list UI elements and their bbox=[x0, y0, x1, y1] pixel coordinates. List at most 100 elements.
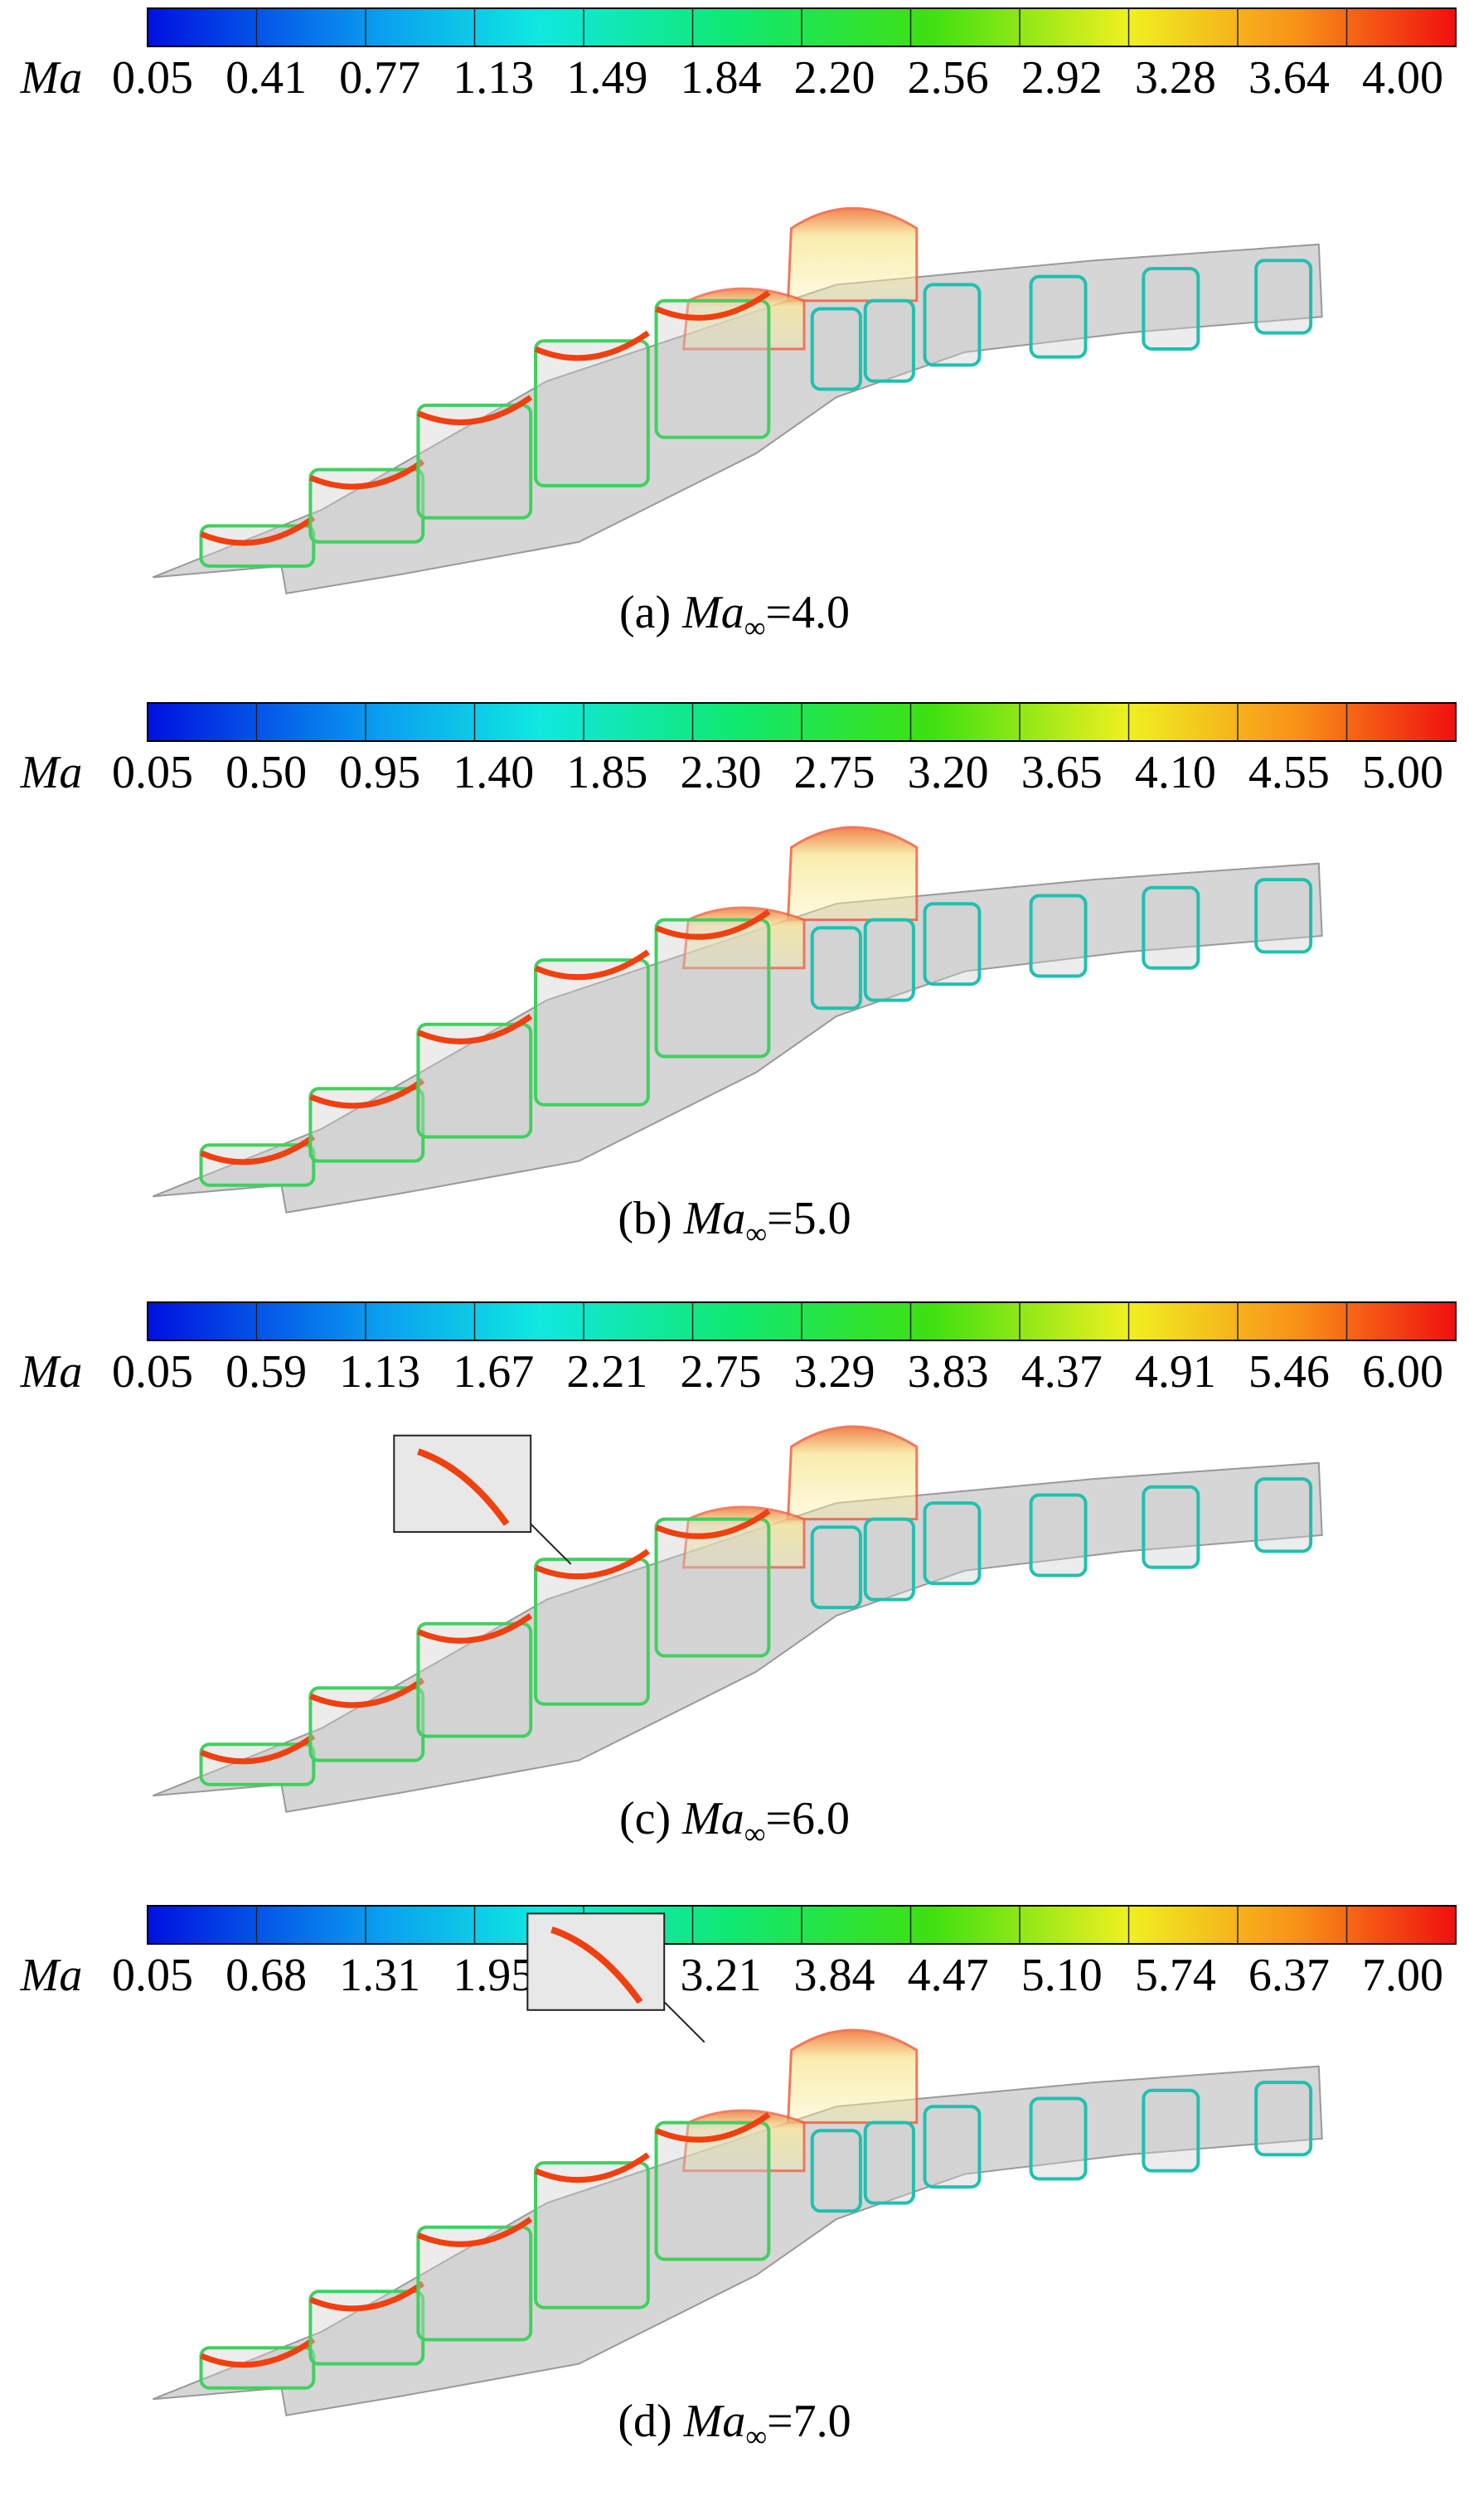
cross-section bbox=[416, 403, 533, 520]
shock-front bbox=[655, 909, 771, 940]
cross-section bbox=[923, 902, 982, 986]
caption: (b) Ma∞=5.0 bbox=[618, 1193, 851, 1250]
colorbar-tick-label: 0.05 bbox=[112, 52, 193, 104]
cross-section bbox=[199, 1742, 316, 1786]
cross-section bbox=[1254, 259, 1313, 335]
colorbar-label: Ma bbox=[20, 747, 83, 798]
shock-front bbox=[309, 2280, 425, 2312]
cross-section bbox=[654, 298, 771, 439]
shock-front bbox=[655, 2112, 771, 2143]
shock-front bbox=[200, 515, 316, 546]
shock-front bbox=[417, 1014, 533, 1044]
cross-section bbox=[1029, 274, 1088, 359]
colorbar-tick-label: 0.05 bbox=[112, 1346, 193, 1398]
caption-tag: (d) bbox=[618, 2396, 671, 2447]
plume bbox=[681, 287, 806, 351]
colorbar-label: Ma bbox=[20, 52, 83, 104]
panel: Ma 0.05 0.41 0.77 1.13 1.49 1.84 2.20 2.56 2.92 3.… bbox=[20, 7, 1457, 644]
colorbar-tick-label: 2.56 bbox=[908, 52, 989, 104]
cross-section bbox=[863, 1517, 915, 1602]
shock-front bbox=[417, 1613, 533, 1644]
cross-section bbox=[863, 918, 915, 1002]
caption: (a) Ma∞=4.0 bbox=[619, 587, 850, 644]
panel: Ma 0.05 0.59 1.13 1.67 2.21 2.75 3.29 3.83 4.37 4.… bbox=[20, 1301, 1457, 1850]
shock-front bbox=[309, 458, 425, 490]
cross-section bbox=[534, 1558, 650, 1706]
caption-value: =4.0 bbox=[765, 587, 850, 638]
cross-section bbox=[923, 2105, 982, 2189]
cross-section bbox=[416, 2225, 533, 2342]
cross-section bbox=[923, 1501, 982, 1586]
colorbar-tick-label: 3.83 bbox=[908, 1346, 989, 1398]
colorbar-tick-label: 0.50 bbox=[225, 747, 307, 798]
colorbar-label: Ma bbox=[20, 1950, 83, 2001]
colorbar-tick-label: 3.21 bbox=[680, 1950, 761, 2001]
shock-front bbox=[417, 2217, 533, 2247]
cross-section bbox=[863, 2120, 915, 2205]
cross-section bbox=[1254, 1477, 1313, 1553]
cross-section bbox=[810, 1525, 862, 1610]
cross-section bbox=[1029, 2096, 1088, 2181]
colorbar-label: Ma bbox=[20, 1346, 83, 1398]
shock-front bbox=[200, 1134, 316, 1166]
plume bbox=[787, 1425, 919, 1521]
colorbar-tick-label: 1.13 bbox=[339, 1346, 420, 1398]
colorbar-tick-label: 3.20 bbox=[908, 747, 989, 798]
caption-subscript: ∞ bbox=[745, 1217, 767, 1250]
cross-section bbox=[1029, 1493, 1088, 1577]
caption-tag: (c) bbox=[619, 1793, 671, 1844]
cross-section bbox=[863, 298, 915, 383]
shock-front bbox=[417, 395, 533, 425]
cross-section bbox=[1142, 1485, 1200, 1569]
cross-section bbox=[199, 524, 316, 568]
inset-shock bbox=[550, 1926, 643, 2004]
plume bbox=[681, 906, 806, 970]
shock-front bbox=[534, 1548, 650, 1580]
cross-section bbox=[654, 1517, 771, 1658]
plume bbox=[681, 1505, 806, 1569]
colorbar-tick-label: 4.10 bbox=[1135, 747, 1216, 798]
colorbar-tick-label: 5.10 bbox=[1021, 1950, 1103, 2001]
caption-symbol: Ma bbox=[683, 1193, 746, 1244]
inset-shock bbox=[417, 1448, 510, 1526]
caption-symbol: Ma bbox=[681, 587, 744, 638]
colorbar-tick-label: 1.49 bbox=[566, 52, 647, 104]
colorbar-tick-label: 0.05 bbox=[112, 1950, 193, 2001]
caption-symbol: Ma bbox=[683, 2396, 746, 2447]
colorbar-tick-label: 1.85 bbox=[566, 747, 647, 798]
cross-section bbox=[1029, 894, 1088, 978]
colorbar-tick-label: 4.37 bbox=[1021, 1346, 1103, 1398]
caption-symbol: Ma bbox=[681, 1793, 744, 1844]
cross-section bbox=[1254, 2081, 1313, 2157]
shock-front bbox=[309, 1078, 425, 1109]
cross-section bbox=[1254, 878, 1313, 954]
colorbar-tick-label: 6.37 bbox=[1248, 1950, 1330, 2001]
colorbar-tick-label: 2.20 bbox=[794, 52, 875, 104]
inset-leader bbox=[663, 2001, 705, 2043]
caption-tag: (a) bbox=[619, 587, 671, 638]
colorbar-tick-label: 4.91 bbox=[1135, 1346, 1216, 1398]
colorbar-tick-label: 0.59 bbox=[225, 1346, 307, 1398]
caption: (d) Ma∞=7.0 bbox=[618, 2396, 851, 2453]
colorbar-tick-label: 4.47 bbox=[908, 1950, 989, 2001]
colorbar-tick-label: 5.74 bbox=[1135, 1950, 1216, 2001]
caption-value: =5.0 bbox=[767, 1193, 851, 1244]
colorbar-tick-label: 2.75 bbox=[680, 1346, 761, 1398]
colorbar-tick-label: 0.95 bbox=[339, 747, 420, 798]
caption-subscript: ∞ bbox=[744, 1817, 766, 1850]
panel: Ma 0.05 0.50 0.95 1.40 1.85 2.30 2.75 3.20 3.65 4.… bbox=[20, 702, 1457, 1250]
colorbar-tick-label: 3.65 bbox=[1021, 747, 1103, 798]
cross-section bbox=[199, 1143, 316, 1187]
panel: Ma0.050.681.311.952.583.213.844.475.105.… bbox=[20, 1905, 1457, 2453]
shock-front bbox=[200, 1733, 316, 1765]
cross-section bbox=[1142, 2088, 1200, 2173]
cross-section bbox=[923, 283, 982, 367]
colorbar-tick-label: 0.05 bbox=[112, 747, 193, 798]
shock-front bbox=[655, 290, 771, 321]
shock-front bbox=[309, 1677, 425, 1708]
plume bbox=[787, 206, 919, 303]
colorbar-tick-label: 5.46 bbox=[1248, 1346, 1330, 1398]
cross-section bbox=[534, 339, 650, 487]
shock-front bbox=[534, 2152, 650, 2183]
